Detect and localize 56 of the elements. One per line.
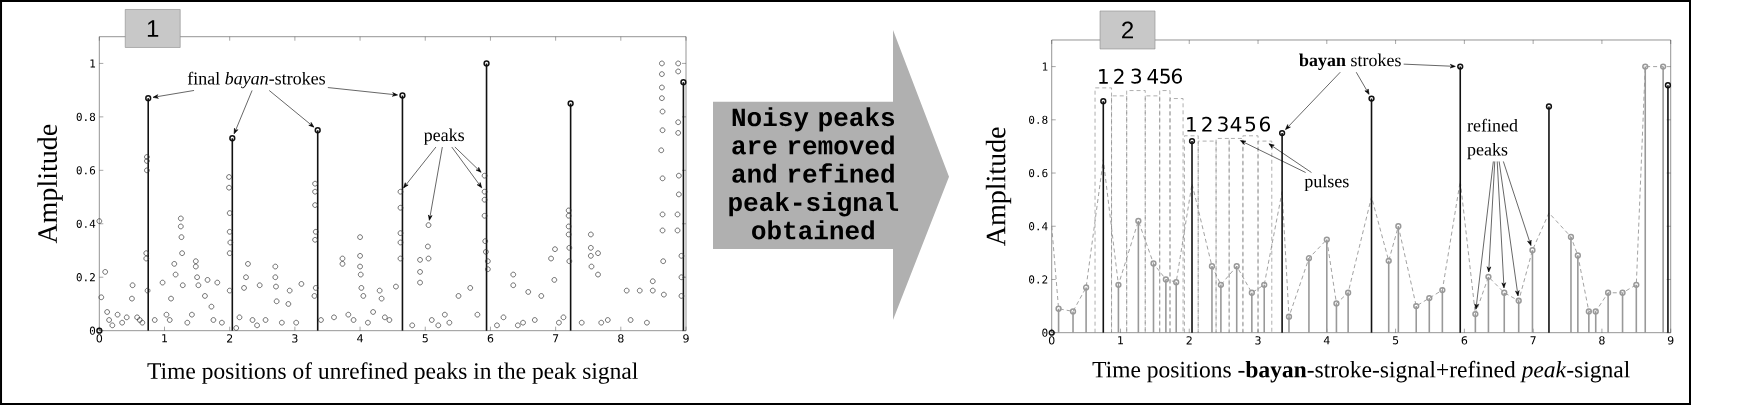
- x-tick-label: 7: [1530, 336, 1536, 345]
- annotation: refined peaks: [1467, 118, 1518, 160]
- annotation: 1: [1099, 69, 1108, 84]
- annotation: 6: [1259, 116, 1271, 132]
- y-tick-label: 1: [1042, 62, 1048, 71]
- y-tick-label: 0.6: [1029, 168, 1048, 178]
- y-tick-label: 1: [90, 59, 96, 68]
- chart-title: 2: [1122, 21, 1133, 39]
- x-tick-label: 7: [553, 334, 559, 343]
- x-tick-label: 9: [1667, 336, 1674, 345]
- y-tick-label: 0.8: [1029, 115, 1048, 124]
- x-tick-label: 1: [1118, 336, 1123, 345]
- x-tick-label: 2: [227, 334, 233, 343]
- x-tick-label: 8: [618, 334, 624, 343]
- x-tick-label: 1: [162, 334, 167, 343]
- y-axis-title: Amplitude: [37, 124, 63, 244]
- y-tick-label: 0.4: [1029, 222, 1048, 231]
- annotation: 4: [1147, 69, 1159, 84]
- annotation: 3: [1131, 68, 1142, 84]
- x-tick-label: 6: [487, 334, 494, 343]
- x-tick-label: 6: [1461, 336, 1468, 345]
- annotation: 1: [1187, 117, 1196, 132]
- text: Noisy peaks are removed and refined peak-signal obtained: [729, 107, 899, 240]
- x-tick-label: 5: [1392, 336, 1399, 345]
- x-tick-label: 3: [292, 334, 298, 343]
- y-tick-label: 0.4: [76, 219, 96, 228]
- x-tick-label: 3: [1255, 336, 1261, 345]
- y-tick-label: 0: [89, 326, 96, 335]
- annotation: 4: [1230, 117, 1242, 132]
- annotation: 6: [1171, 68, 1182, 84]
- y-tick-label: 0.6: [76, 166, 96, 175]
- annotation: 2: [1202, 116, 1212, 132]
- annotation: 5: [1160, 68, 1170, 84]
- y-tick-label: 0.2: [76, 273, 95, 282]
- y-tick-label: 0.2: [1029, 275, 1048, 284]
- chart-title: 1: [147, 20, 159, 37]
- annotation: peaks: [423, 128, 465, 145]
- y-axis-title: Amplitude: [985, 127, 1012, 246]
- x-tick-label: 0: [96, 334, 103, 343]
- x-tick-label: 5: [422, 334, 428, 343]
- y-tick-label: 0.8: [76, 112, 96, 122]
- x-tick-label: 2: [1186, 336, 1192, 345]
- annotation: bayan strokes: [1299, 53, 1401, 70]
- annotation: final bayan-strokes: [187, 71, 326, 89]
- x-axis-title: Time positions -bayan-stroke-signal+refined peak-signal: [1092, 360, 1630, 383]
- x-tick-label: 4: [1323, 336, 1330, 345]
- y-tick-label: 0: [1042, 328, 1048, 337]
- x-tick-label: 0: [1048, 336, 1055, 345]
- x-axis-title: Time positions of unrefined peaks in the peak signal: [147, 362, 638, 384]
- annotation: 3: [1218, 116, 1228, 132]
- x-tick-label: 4: [357, 334, 363, 343]
- x-tick-label: 8: [1599, 336, 1605, 345]
- x-tick-label: 9: [683, 334, 689, 343]
- annotation: 2: [1114, 68, 1124, 84]
- annotation: 5: [1245, 116, 1256, 132]
- annotation: pulses: [1304, 174, 1349, 192]
